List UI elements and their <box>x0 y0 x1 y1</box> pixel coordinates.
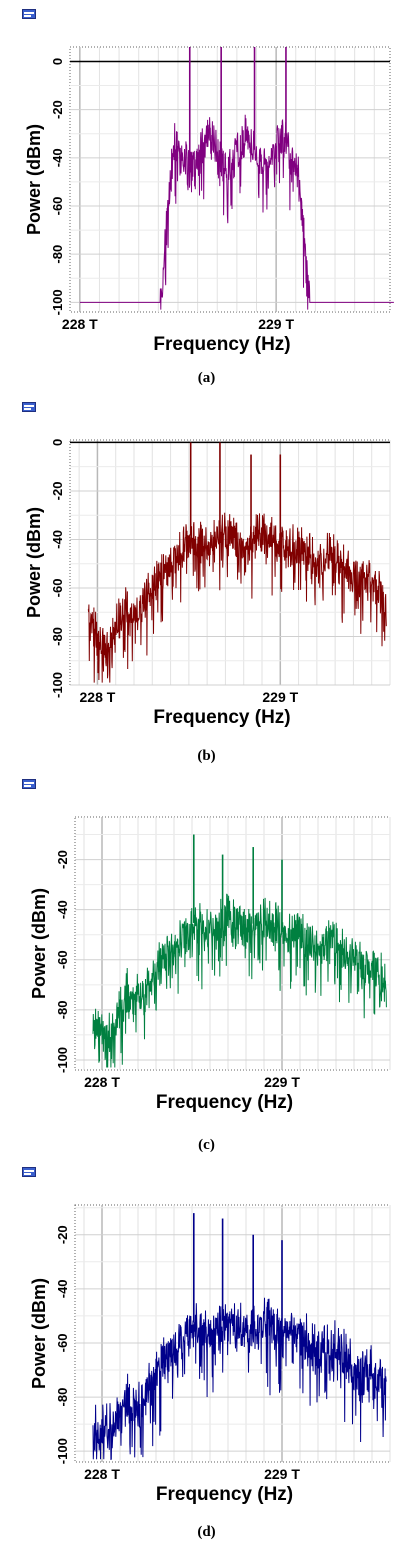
y-tick-label: -60 <box>50 197 65 216</box>
window-icon <box>22 1167 36 1177</box>
window-icon <box>22 9 36 19</box>
y-tick-label: -80 <box>55 1388 70 1407</box>
y-tick-label: -60 <box>50 579 65 598</box>
x-axis-label: Frequency (Hz) <box>153 334 290 355</box>
y-tick-label: -60 <box>55 950 70 969</box>
x-tick-label: 229 T <box>264 1074 300 1090</box>
y-tick-label: -40 <box>55 1279 70 1298</box>
spectrum-chart-d: -20 -40 -60 -80 -100 228 T 229 T Frequency (Hz)… <box>29 1204 391 1505</box>
x-tick-label: 228 T <box>84 1466 120 1482</box>
y-tick-label: -80 <box>50 245 65 264</box>
x-axis-label: Frequency (Hz) <box>153 707 290 728</box>
caption-d: (d) <box>197 1524 216 1540</box>
caption-c: (c) <box>198 1137 215 1153</box>
x-axis-label: Frequency (Hz) <box>156 1484 293 1505</box>
window-icon <box>22 779 36 789</box>
y-tick-label: -100 <box>55 1047 70 1073</box>
caption-b: (b) <box>197 748 216 764</box>
spectrum-trace <box>92 1297 387 1460</box>
window-icon <box>22 402 36 412</box>
spectrum-trace <box>92 893 387 1068</box>
x-axis-label: Frequency (Hz) <box>156 1092 293 1113</box>
y-tick-label: -40 <box>50 530 65 549</box>
spectrum-chart-c: -20 -40 -60 -80 -100 228 T 229 T Frequency (Hz)… <box>29 816 391 1113</box>
spectrum-chart-b: 0 -20 -40 -60 -80 -100 228 T 229 T Frequency (Hz… <box>24 439 391 728</box>
y-tick-label: -60 <box>55 1334 70 1353</box>
y-tick-label: -80 <box>50 627 65 646</box>
y-tick-label: -20 <box>50 482 65 501</box>
plot-area <box>74 1204 391 1463</box>
y-tick-label: -80 <box>55 1000 70 1019</box>
y-axis-label: Power (dBm) <box>24 124 44 235</box>
plot-area <box>69 46 391 313</box>
y-tick-label: -40 <box>55 900 70 919</box>
y-axis-label: Power (dBm) <box>29 1278 49 1389</box>
y-tick-label: 0 <box>50 439 65 446</box>
spectrum-trace <box>79 114 394 310</box>
y-axis-label: Power (dBm) <box>29 888 49 999</box>
x-tick-label: 229 T <box>258 316 294 332</box>
x-tick-label: 228 T <box>80 689 116 705</box>
y-tick-label: -100 <box>55 1438 70 1464</box>
y-tick-label: -20 <box>55 1225 70 1244</box>
x-tick-label: 229 T <box>262 689 298 705</box>
y-tick-label: -100 <box>50 672 65 698</box>
y-axis-label: Power (dBm) <box>24 507 44 618</box>
y-tick-label: -20 <box>55 850 70 869</box>
y-tick-label: -100 <box>50 289 65 315</box>
y-tick-label: -20 <box>50 100 65 119</box>
spectrum-trace <box>87 512 387 683</box>
x-tick-label: 228 T <box>62 316 98 332</box>
y-tick-label: 0 <box>50 58 65 65</box>
x-tick-label: 229 T <box>264 1466 300 1482</box>
caption-a: (a) <box>197 370 216 386</box>
y-tick-label: -40 <box>50 148 65 167</box>
x-tick-label: 228 T <box>84 1074 120 1090</box>
